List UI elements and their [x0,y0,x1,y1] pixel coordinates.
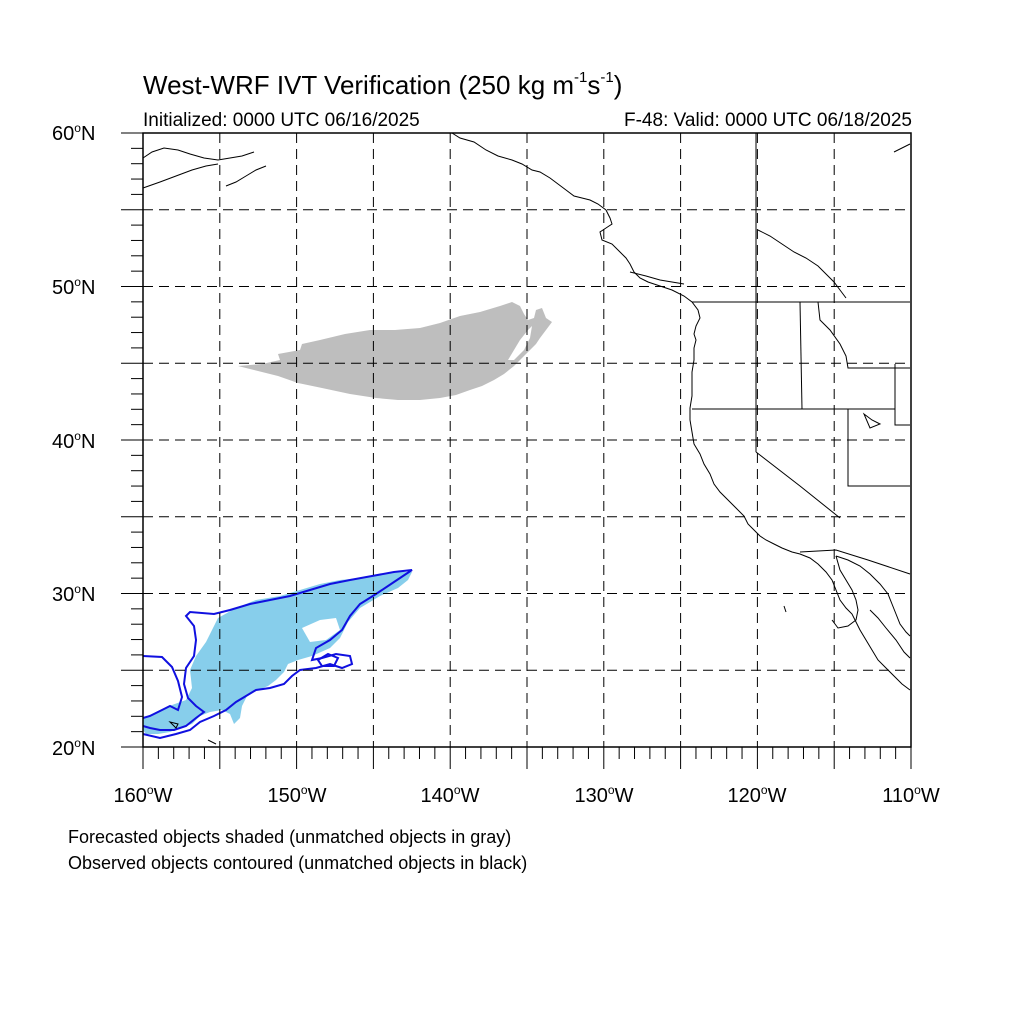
valid-time: F-48: Valid: 0000 UTC 06/18/2025 [624,110,912,131]
lat-label-30: 30oN [52,582,96,606]
unmatched-forecast-object [238,302,552,400]
initialized-time: Initialized: 0000 UTC 06/16/2025 [143,110,420,131]
lon-label-130: 130oW [574,783,634,807]
lon-label-110: 110oW [882,783,940,807]
map-title: West-WRF IVT Verification (250 kg m-1s-1… [143,69,623,100]
lat-label-60: 60oN [52,121,96,145]
observed-object-contour [142,569,413,740]
lat-label-20: 20oN [52,736,96,760]
lon-label-120: 120oW [727,783,787,807]
note-forecast: Forecasted objects shaded (unmatched obj… [68,827,512,847]
note-observed: Observed objects contoured (unmatched ob… [68,853,528,873]
matched-forecast-object [143,572,412,734]
map-frame [142,132,912,748]
lat-label-50: 50oN [52,275,96,299]
lon-label-160: 160oW [113,783,173,807]
lon-label-150: 150oW [267,783,327,807]
lon-label-140: 140oW [420,783,480,807]
lat-label-40: 40oN [52,429,96,453]
